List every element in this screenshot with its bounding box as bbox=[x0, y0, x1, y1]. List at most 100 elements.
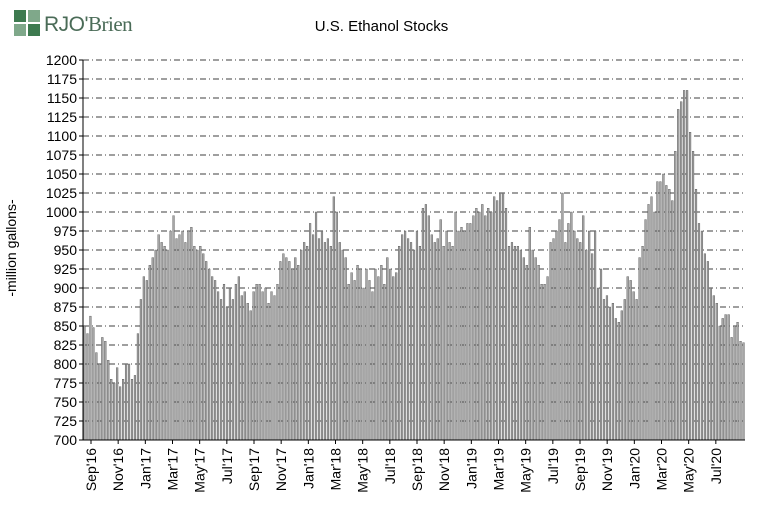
bar bbox=[365, 268, 368, 441]
bar bbox=[638, 257, 641, 441]
bar bbox=[668, 189, 671, 441]
bar bbox=[558, 219, 561, 441]
bar bbox=[303, 242, 306, 441]
bar bbox=[629, 280, 632, 441]
bar bbox=[130, 379, 134, 441]
y-tick-label: 750 bbox=[54, 394, 78, 410]
x-tick-label: Jan'20 bbox=[626, 448, 642, 489]
bar bbox=[214, 280, 217, 441]
x-tick-label: Jan'18 bbox=[300, 448, 316, 489]
bar bbox=[507, 246, 511, 441]
bar bbox=[585, 249, 588, 441]
bar bbox=[742, 342, 745, 441]
bar bbox=[178, 234, 181, 441]
bar bbox=[86, 333, 89, 441]
y-tick-label: 1075 bbox=[46, 147, 77, 163]
bar bbox=[534, 257, 537, 441]
bar bbox=[614, 318, 617, 441]
bar bbox=[570, 211, 573, 441]
x-tick-label: Sep'19 bbox=[572, 448, 588, 491]
y-tick-label: 800 bbox=[54, 356, 78, 372]
bar bbox=[644, 219, 647, 441]
bar bbox=[208, 268, 211, 441]
bar bbox=[694, 189, 698, 441]
bar bbox=[404, 230, 407, 441]
bar bbox=[591, 253, 594, 441]
bar bbox=[686, 90, 689, 441]
bar bbox=[647, 204, 650, 441]
bar bbox=[95, 352, 98, 441]
bar bbox=[368, 280, 371, 441]
bar bbox=[154, 249, 157, 441]
bar bbox=[555, 230, 558, 441]
bar bbox=[323, 242, 327, 441]
x-tick-label: May'18 bbox=[355, 448, 371, 493]
bar bbox=[689, 132, 692, 441]
rjo-logo-mark-icon bbox=[14, 10, 40, 36]
x-tick-label: May'17 bbox=[192, 448, 208, 493]
bar bbox=[172, 215, 175, 441]
x-tick-label: Jul'19 bbox=[545, 448, 561, 484]
bar bbox=[326, 238, 329, 441]
bar bbox=[187, 230, 190, 441]
bar bbox=[341, 249, 344, 441]
bar bbox=[386, 257, 389, 441]
bar bbox=[499, 192, 502, 441]
bar bbox=[481, 204, 484, 441]
bar bbox=[291, 268, 294, 441]
bar bbox=[662, 173, 665, 441]
y-tick-label: 725 bbox=[54, 413, 78, 429]
bar bbox=[620, 310, 623, 441]
bar bbox=[709, 287, 712, 441]
bar bbox=[484, 215, 487, 441]
bar bbox=[683, 90, 686, 441]
bar bbox=[148, 265, 151, 441]
bar bbox=[700, 230, 704, 441]
bar bbox=[255, 284, 258, 441]
bar bbox=[217, 291, 220, 441]
bar bbox=[190, 227, 193, 441]
bar bbox=[736, 322, 739, 441]
bar bbox=[680, 101, 683, 441]
bar bbox=[234, 284, 237, 441]
bar bbox=[246, 303, 249, 441]
bar bbox=[181, 230, 184, 441]
bar bbox=[579, 242, 582, 441]
bar bbox=[228, 287, 232, 441]
x-tick-label: Nov'18 bbox=[436, 448, 452, 491]
bar bbox=[249, 310, 252, 441]
bar bbox=[116, 367, 119, 441]
bar bbox=[522, 257, 525, 441]
x-tick-label: Nov'19 bbox=[599, 448, 615, 491]
bar bbox=[317, 238, 321, 441]
bar bbox=[531, 249, 534, 441]
bar bbox=[240, 295, 243, 441]
bar bbox=[353, 280, 356, 441]
bar bbox=[119, 386, 122, 441]
bar bbox=[424, 204, 427, 441]
bar bbox=[677, 109, 680, 441]
bar bbox=[122, 379, 125, 441]
bar bbox=[261, 291, 264, 441]
bar bbox=[306, 246, 309, 441]
bar bbox=[739, 341, 742, 441]
bar bbox=[469, 223, 472, 441]
bar bbox=[460, 227, 463, 441]
bar bbox=[415, 230, 419, 441]
y-tick-label: 1050 bbox=[46, 166, 77, 182]
bar bbox=[282, 253, 285, 441]
bar bbox=[721, 318, 724, 441]
bar bbox=[543, 284, 546, 441]
bar bbox=[264, 287, 267, 441]
x-tick-label: Sep'16 bbox=[83, 448, 99, 491]
bar bbox=[160, 242, 163, 441]
x-tick-label: May'19 bbox=[518, 448, 534, 493]
bar bbox=[401, 234, 404, 441]
bar bbox=[98, 363, 101, 441]
bar bbox=[703, 253, 706, 441]
bar bbox=[184, 242, 187, 441]
bar bbox=[392, 276, 395, 441]
bar bbox=[653, 211, 656, 441]
bar bbox=[89, 315, 92, 441]
bar bbox=[279, 261, 282, 441]
